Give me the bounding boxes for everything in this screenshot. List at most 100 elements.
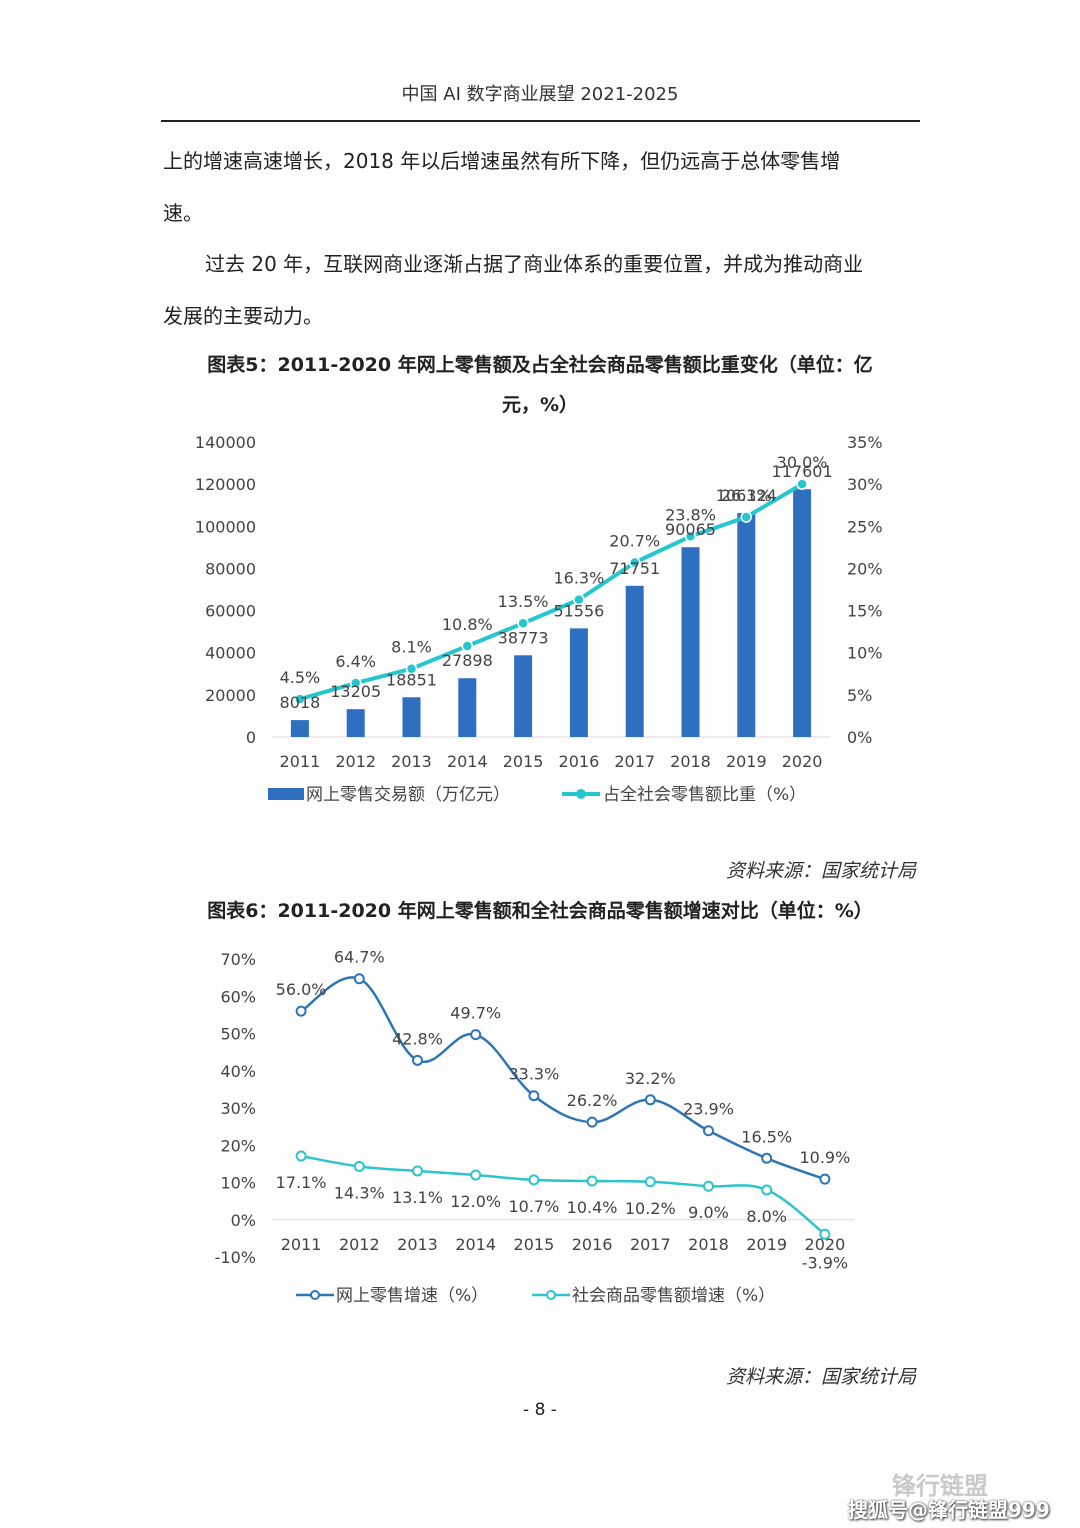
total-growth-point bbox=[412, 1165, 423, 1177]
total-growth-point bbox=[586, 1175, 598, 1187]
online-growth-data-label: 23.9% bbox=[683, 1100, 734, 1119]
right-axis-tick-label: 25% bbox=[847, 517, 883, 536]
bar-data-label: 18851 bbox=[386, 670, 437, 689]
total-growth-point bbox=[644, 1176, 656, 1188]
header-rule bbox=[161, 120, 920, 122]
bar bbox=[402, 697, 421, 737]
share-data-label: 13.5% bbox=[498, 592, 549, 611]
bar bbox=[458, 678, 477, 737]
watermark-logo-text: 锋行链盟 bbox=[892, 1472, 988, 1500]
x-axis-tick-label: 2011 bbox=[280, 752, 321, 771]
page-header: 中国 AI 数字商业展望 2021-2025 bbox=[401, 84, 679, 105]
figure6-title: 图表6：2011-2020 年网上零售额和全社会商品零售额增速对比（单位：%） bbox=[207, 900, 873, 922]
bar bbox=[625, 585, 644, 737]
online-growth-data-label: 49.7% bbox=[450, 1004, 501, 1023]
x-axis-tick-label: 2019 bbox=[726, 752, 767, 771]
left-axis-tick-label: 140000 bbox=[195, 433, 256, 452]
total-growth-point bbox=[761, 1184, 773, 1196]
legend-total-marker bbox=[546, 1290, 556, 1300]
y-axis-tick-label: 20% bbox=[220, 1136, 256, 1155]
right-axis-tick-label: 15% bbox=[847, 602, 883, 621]
x-axis-tick-label: 2020 bbox=[805, 1235, 846, 1254]
total-growth-data-label: 17.1% bbox=[276, 1173, 327, 1192]
x-axis-tick-label: 2018 bbox=[670, 752, 711, 771]
chart-growth-comparison: -10% 0% 10% 20% 30% 40% 50% 60% 70% 2011 2012 2013 2… bbox=[215, 948, 854, 1306]
online-growth-data-label: 56.0% bbox=[276, 980, 327, 999]
bar-data-label: 71751 bbox=[609, 559, 660, 578]
online-growth-data-label: 32.2% bbox=[625, 1069, 676, 1088]
share-point bbox=[349, 677, 362, 689]
share-point bbox=[461, 640, 474, 652]
bar bbox=[737, 512, 756, 737]
share-point bbox=[684, 530, 697, 543]
online-growth-point bbox=[412, 1054, 423, 1066]
total-growth-point bbox=[703, 1180, 714, 1192]
bar-data-label: 13205 bbox=[330, 682, 381, 701]
online-growth-data-label: 26.2% bbox=[567, 1091, 618, 1110]
right-axis-tick-label: 30% bbox=[847, 475, 883, 494]
online-growth-point bbox=[295, 1005, 307, 1017]
x-axis-tick-label: 2018 bbox=[688, 1235, 729, 1254]
left-axis-tick-label: 60000 bbox=[205, 602, 256, 621]
share-point bbox=[294, 693, 306, 705]
legend-bar-swatch bbox=[268, 788, 304, 800]
total-growth-data-label: 10.4% bbox=[567, 1198, 618, 1217]
share-data-label: 16.3% bbox=[553, 569, 604, 588]
online-growth-line bbox=[300, 976, 826, 1181]
left-axis-tick-label: 120000 bbox=[195, 475, 256, 494]
share-data-label: 6.4% bbox=[335, 652, 376, 671]
bar-data-label: 38773 bbox=[498, 628, 549, 647]
paragraph-line: 上的增速高速增长，2018 年以后增速虽然有所下降，但仍远高于总体零售增 bbox=[163, 149, 841, 173]
x-axis-tick-label: 2015 bbox=[503, 752, 544, 771]
bar bbox=[793, 489, 812, 737]
total-growth-data-label: 12.0% bbox=[450, 1192, 501, 1211]
total-growth-point bbox=[528, 1174, 540, 1186]
y-axis-tick-label: 30% bbox=[220, 1099, 256, 1118]
online-growth-data-label: 10.9% bbox=[799, 1148, 850, 1167]
left-axis-tick-label: 80000 bbox=[205, 559, 256, 578]
x-axis-tick-label: 2017 bbox=[630, 1235, 671, 1254]
total-growth-data-label: 9.0% bbox=[688, 1203, 729, 1222]
share-point bbox=[796, 478, 808, 490]
share-point bbox=[628, 556, 641, 569]
online-growth-point bbox=[703, 1125, 714, 1137]
x-axis-tick-label: 2013 bbox=[397, 1235, 438, 1254]
total-growth-point bbox=[353, 1160, 365, 1172]
bar bbox=[514, 655, 533, 737]
paragraph-line: 过去 20 年，互联网商业逐渐占据了商业体系的重要位置，并成为推动商业 bbox=[205, 252, 864, 276]
total-growth-data-label: -3.9% bbox=[802, 1253, 848, 1272]
right-axis-tick-label: 20% bbox=[847, 559, 883, 578]
figure5-title-line2: 元，%） bbox=[501, 394, 579, 416]
paragraph-line: 速。 bbox=[163, 201, 203, 225]
total-growth-point bbox=[819, 1228, 831, 1240]
legend-online-label: 网上零售增速（%） bbox=[336, 1286, 488, 1306]
bar-data-label: 90065 bbox=[665, 520, 716, 539]
total-growth-data-label: 14.3% bbox=[334, 1183, 385, 1202]
bar-data-label: 8018 bbox=[280, 693, 321, 712]
share-data-label: 20.7% bbox=[609, 532, 660, 551]
left-axis-tick-label: 20000 bbox=[205, 686, 256, 705]
x-axis-tick-label: 2012 bbox=[335, 752, 376, 771]
figure6-source: 资料来源：国家统计局 bbox=[725, 1366, 916, 1388]
online-growth-point bbox=[528, 1090, 540, 1102]
online-growth-data-label: 33.3% bbox=[508, 1065, 559, 1084]
share-data-label: 10.8% bbox=[442, 615, 493, 634]
bar bbox=[681, 547, 700, 737]
online-growth-point bbox=[586, 1116, 598, 1128]
figure5-source: 资料来源：国家统计局 bbox=[725, 860, 916, 882]
y-axis-tick-label: 10% bbox=[220, 1174, 256, 1193]
online-growth-point bbox=[644, 1094, 656, 1106]
bar bbox=[346, 709, 365, 737]
x-axis-tick-label: 2011 bbox=[281, 1235, 322, 1254]
page-number: - 8 - bbox=[523, 1400, 557, 1420]
left-axis-tick-label: 100000 bbox=[195, 517, 256, 536]
share-point bbox=[405, 662, 418, 675]
bar bbox=[290, 720, 309, 737]
share-line bbox=[299, 482, 804, 701]
share-data-label: 23.8% bbox=[665, 505, 716, 524]
bar bbox=[569, 628, 588, 737]
figure5-title-line1: 图表5：2011-2020 年网上零售额及占全社会商品零售额比重变化（单位：亿 bbox=[207, 354, 873, 376]
total-growth-point bbox=[470, 1169, 482, 1181]
share-data-label: 30.0% bbox=[777, 453, 828, 472]
x-axis-tick-label: 2014 bbox=[455, 1235, 496, 1254]
